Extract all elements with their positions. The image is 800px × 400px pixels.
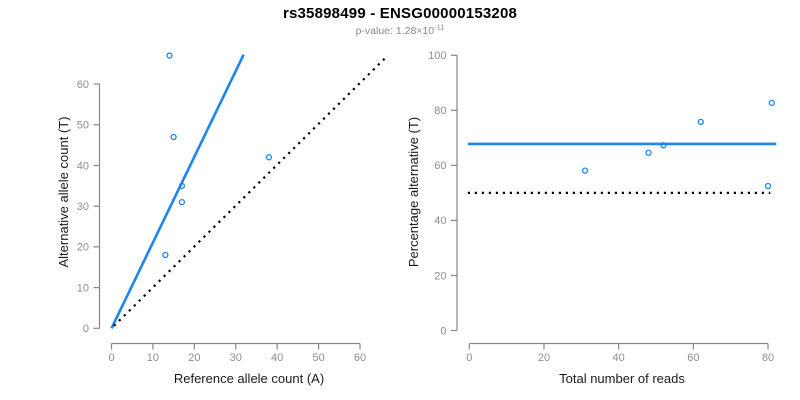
data-point — [645, 149, 652, 156]
x-tick-label: 80 — [762, 352, 774, 364]
data-point — [660, 142, 667, 149]
data-point — [162, 251, 169, 259]
y-axis-title: Alternative allele count (T) — [56, 116, 71, 267]
y-tick-label: 10 — [77, 282, 89, 294]
figure-subtitle: p-value: 1.28×10-11 — [0, 22, 800, 37]
identity-line — [113, 55, 389, 327]
left-plot: 0 10 20 30 40 50 60 Reference allele count (A) 0… — [56, 52, 389, 386]
x-tick-label: 40 — [271, 352, 283, 364]
data-point — [265, 154, 273, 161]
y-tick-label: 40 — [434, 215, 446, 227]
pvalue-exponent: -11 — [434, 22, 445, 32]
data-point — [764, 182, 772, 190]
data-point — [170, 133, 177, 141]
x-tick-label: 0 — [466, 352, 472, 364]
x-tick-label: 20 — [188, 352, 200, 364]
data-point — [178, 182, 186, 189]
x-tick-label: 0 — [108, 352, 114, 364]
data-point — [581, 167, 589, 174]
y-tick-label: 20 — [77, 242, 89, 254]
x-tick-label: 60 — [354, 352, 366, 364]
y-tick-label: 0 — [83, 323, 89, 335]
y-tick-label: 40 — [77, 160, 89, 172]
y-tick-label: 20 — [434, 270, 446, 282]
y-tick-label: 30 — [77, 201, 89, 213]
x-axis-title: Reference allele count (A) — [174, 371, 324, 386]
y-tick-label: 100 — [428, 50, 446, 62]
x-tick-label: 60 — [687, 352, 699, 364]
x-tick-label: 20 — [538, 352, 550, 364]
y-tick-label: 80 — [434, 105, 446, 117]
x-tick-label: 10 — [147, 352, 159, 364]
y-tick-label: 0 — [440, 325, 446, 337]
x-tick-label: 50 — [312, 352, 324, 364]
data-point — [768, 99, 775, 107]
x-axis-title: Total number of reads — [559, 371, 685, 386]
x-tick-label: 30 — [230, 352, 242, 364]
figure-title: rs35898499 - ENSG00000153208 — [282, 5, 518, 22]
y-tick-label: 60 — [77, 79, 89, 91]
fitted-ratio-line — [110, 54, 245, 329]
x-tick-label: 40 — [613, 352, 625, 364]
pvalue-text: p-value: 1.28×10 — [355, 25, 435, 37]
y-tick-label: 60 — [434, 160, 446, 172]
data-point — [697, 118, 704, 126]
y-axis-title: Percentage alternative (T) — [406, 117, 421, 267]
data-point — [178, 198, 186, 206]
y-tick-label: 50 — [77, 120, 89, 132]
data-point — [166, 52, 173, 59]
right-plot: 0 20 40 60 80 Total number of reads 0 20 40 60 80 1… — [406, 50, 777, 386]
